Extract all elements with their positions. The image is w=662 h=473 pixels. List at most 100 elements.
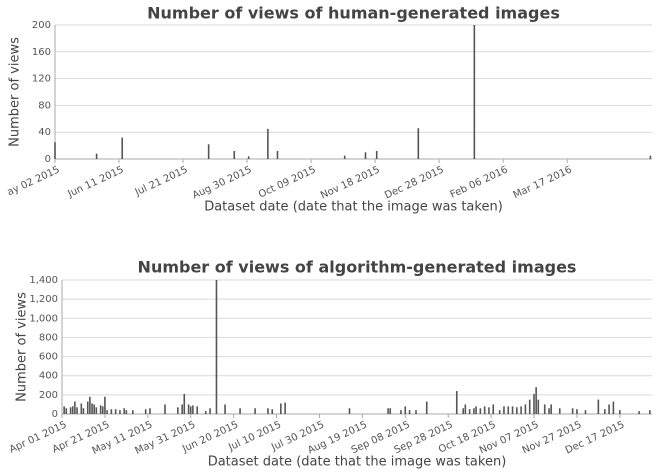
- bar: [254, 408, 256, 414]
- chart-title: Number of views of human-generated image…: [147, 4, 560, 23]
- bar: [608, 404, 610, 414]
- y-tick-label: 800: [39, 332, 58, 343]
- bar: [164, 404, 166, 414]
- bar: [280, 403, 282, 414]
- bar: [187, 404, 190, 414]
- y-axis-title: Number of views: [15, 292, 30, 402]
- bar: [114, 409, 117, 414]
- x-tick-label: Dec 28 2015: [383, 164, 446, 201]
- bar: [473, 408, 475, 414]
- bar: [550, 404, 552, 414]
- bar: [488, 407, 490, 414]
- y-tick-label: 1,000: [29, 313, 58, 324]
- bar: [533, 393, 535, 414]
- bar: [76, 407, 78, 414]
- bar: [475, 406, 477, 414]
- bar: [189, 406, 192, 414]
- bar: [524, 404, 527, 414]
- bar: [93, 404, 95, 414]
- bar: [192, 405, 194, 414]
- bar: [597, 399, 600, 414]
- bar: [464, 404, 467, 414]
- bar: [543, 404, 546, 414]
- x-axis-title: Dataset date (date that the image was ta…: [208, 455, 507, 470]
- x-tick-label: Nov 18 2015: [319, 164, 382, 201]
- bar: [548, 408, 550, 414]
- y-tick-label: 1,400: [29, 275, 58, 286]
- x-tick-label: Mar 17 2016: [512, 164, 574, 201]
- bar: [387, 408, 389, 414]
- bar: [215, 280, 218, 414]
- bar: [69, 407, 72, 414]
- y-tick-label: 400: [39, 371, 58, 382]
- x-tick-label: Jun 11 2015: [65, 164, 125, 200]
- bar: [233, 150, 236, 159]
- bar: [209, 408, 211, 414]
- chart-title: Number of views of algorithm-generated i…: [138, 258, 577, 277]
- bar: [74, 401, 76, 414]
- bar: [224, 404, 226, 414]
- bar: [348, 408, 351, 414]
- bar: [479, 408, 482, 414]
- bar: [343, 155, 346, 159]
- bar: [507, 406, 510, 414]
- bar: [455, 391, 458, 414]
- bar: [181, 404, 183, 414]
- bar: [71, 406, 74, 414]
- bar: [584, 410, 587, 414]
- bar: [125, 410, 128, 414]
- bar: [65, 408, 68, 414]
- bar: [462, 408, 464, 414]
- y-axis-title: Number of views: [8, 37, 23, 147]
- bar: [123, 408, 126, 414]
- bar: [101, 406, 104, 414]
- x-axis-title: Dataset date (date that the image was ta…: [204, 200, 503, 215]
- bar: [99, 405, 102, 414]
- bar: [483, 406, 486, 414]
- bar: [558, 408, 561, 414]
- bar: [537, 399, 540, 414]
- bar: [520, 406, 522, 414]
- bar: [95, 407, 98, 414]
- y-tick-label: 0: [45, 154, 51, 165]
- bar: [271, 409, 274, 414]
- bar: [404, 406, 407, 414]
- bar: [132, 410, 134, 414]
- bar: [649, 155, 652, 159]
- x-tick-label: Aug 30 2015: [191, 164, 254, 201]
- bar: [408, 410, 411, 414]
- bar: [95, 153, 98, 159]
- bar: [239, 408, 241, 414]
- bar: [144, 409, 147, 414]
- bar: [106, 410, 108, 414]
- bar: [415, 410, 417, 414]
- bar: [284, 402, 286, 414]
- bar: [149, 408, 151, 414]
- bar: [207, 144, 210, 159]
- bar: [80, 403, 83, 414]
- bar: [619, 410, 621, 414]
- bar: [571, 408, 574, 414]
- bar: [528, 399, 531, 414]
- bar: [110, 409, 113, 414]
- bar: [612, 401, 615, 414]
- bar: [54, 142, 56, 159]
- bar: [389, 408, 392, 414]
- y-tick-label: 80: [38, 100, 51, 111]
- y-tick-label: 200: [39, 390, 58, 401]
- bar: [104, 396, 106, 414]
- bar: [576, 409, 578, 414]
- bar: [89, 396, 91, 414]
- y-tick-label: 200: [32, 20, 51, 31]
- bar: [247, 156, 250, 159]
- bar: [91, 403, 93, 414]
- bar: [604, 409, 606, 414]
- bar: [425, 401, 428, 414]
- bar: [82, 408, 85, 414]
- y-tick-label: 160: [32, 47, 51, 58]
- x-tick-label: ay 02 2015: [6, 164, 62, 198]
- bar: [119, 410, 121, 414]
- x-tick-label: Oct 09 2015: [257, 164, 318, 200]
- bar: [473, 25, 476, 159]
- bar: [468, 409, 471, 414]
